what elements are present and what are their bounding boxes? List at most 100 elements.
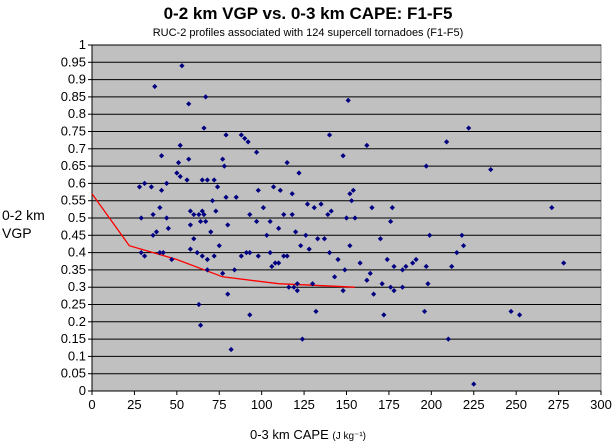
data-point bbox=[204, 256, 210, 263]
data-point bbox=[296, 170, 302, 176]
data-point bbox=[364, 142, 370, 148]
data-point bbox=[187, 222, 194, 228]
y-tick-label: 0 bbox=[79, 383, 86, 398]
data-point bbox=[150, 211, 156, 218]
data-point bbox=[291, 284, 297, 290]
data-point bbox=[454, 250, 460, 256]
data-point bbox=[138, 215, 144, 221]
data-point bbox=[423, 263, 429, 270]
data-point bbox=[318, 201, 324, 207]
data-point bbox=[388, 284, 394, 290]
data-point bbox=[281, 253, 287, 259]
data-point bbox=[157, 205, 163, 211]
data-point bbox=[225, 291, 231, 297]
data-point bbox=[243, 250, 249, 256]
x-axis-label-main: 0-3 km CAPE bbox=[250, 427, 329, 442]
x-tick-label: 100 bbox=[251, 397, 273, 412]
y-tick-label: 0.55 bbox=[61, 193, 86, 208]
data-point bbox=[204, 267, 210, 273]
data-point bbox=[269, 263, 275, 270]
y-tick-label: 0.2 bbox=[68, 314, 86, 329]
data-point bbox=[150, 232, 156, 238]
data-point bbox=[403, 263, 409, 270]
data-point bbox=[233, 194, 239, 200]
data-point bbox=[340, 288, 346, 294]
data-point bbox=[342, 267, 348, 273]
chart-title: 0-2 km VGP vs. 0-3 km CAPE: F1-F5 bbox=[163, 4, 453, 23]
data-point bbox=[328, 208, 334, 214]
data-point bbox=[164, 180, 170, 186]
y-tick-label: 0.7 bbox=[68, 141, 86, 156]
data-point bbox=[152, 83, 158, 90]
data-point bbox=[335, 256, 341, 263]
y-tick-label: 0.75 bbox=[61, 124, 86, 139]
data-point bbox=[255, 187, 261, 193]
data-point bbox=[194, 250, 200, 256]
data-point bbox=[413, 256, 419, 263]
x-tick-label: 300 bbox=[590, 397, 612, 412]
data-point bbox=[247, 312, 253, 318]
x-tick-label: 75 bbox=[212, 397, 226, 412]
data-point bbox=[158, 153, 165, 159]
data-point bbox=[304, 201, 311, 207]
data-point bbox=[423, 163, 429, 169]
data-point bbox=[445, 336, 451, 342]
data-point bbox=[298, 243, 304, 249]
data-point bbox=[371, 291, 377, 297]
y-tick-label: 0.85 bbox=[61, 89, 86, 104]
data-point bbox=[369, 205, 375, 211]
data-point bbox=[508, 308, 514, 315]
y-tick-label: 0.1 bbox=[68, 348, 86, 363]
data-point bbox=[348, 198, 355, 204]
data-point bbox=[153, 229, 160, 235]
data-point bbox=[389, 205, 395, 211]
data-point bbox=[160, 250, 166, 256]
y-tick-label: 0.9 bbox=[68, 72, 86, 87]
data-point bbox=[284, 160, 290, 166]
data-point bbox=[231, 267, 238, 273]
data-point bbox=[255, 253, 261, 259]
data-point bbox=[377, 236, 384, 242]
data-point bbox=[220, 270, 226, 276]
data-point bbox=[399, 267, 406, 273]
data-point bbox=[391, 288, 397, 294]
data-point bbox=[272, 260, 278, 266]
data-point bbox=[267, 218, 273, 225]
data-point bbox=[303, 232, 309, 238]
data-point bbox=[516, 312, 523, 318]
data-point bbox=[223, 194, 229, 200]
data-point bbox=[197, 218, 204, 225]
data-point bbox=[225, 222, 231, 228]
y-tick-label: 0.65 bbox=[61, 158, 86, 173]
y-tick-label: 0.45 bbox=[61, 227, 86, 242]
data-point bbox=[289, 191, 295, 197]
data-point bbox=[203, 218, 209, 225]
y-tick-label: 0.8 bbox=[68, 106, 86, 121]
data-point bbox=[299, 336, 305, 342]
data-point bbox=[201, 125, 207, 131]
data-point bbox=[267, 250, 273, 256]
data-point bbox=[321, 236, 328, 242]
data-point bbox=[388, 218, 394, 225]
y-tick-label: 0.5 bbox=[68, 210, 86, 225]
data-point bbox=[352, 215, 358, 221]
data-point bbox=[488, 166, 494, 173]
data-point bbox=[245, 139, 251, 145]
data-point bbox=[367, 270, 373, 276]
data-point bbox=[399, 284, 406, 290]
data-point bbox=[179, 63, 185, 69]
data-point bbox=[199, 253, 205, 259]
data-point bbox=[203, 94, 209, 100]
y-tick-label: 0.6 bbox=[68, 175, 86, 190]
data-point bbox=[177, 173, 183, 180]
data-point bbox=[253, 149, 260, 155]
data-point bbox=[326, 132, 333, 138]
y-tick-label: 0.95 bbox=[61, 54, 86, 69]
y-tick-label: 1 bbox=[79, 37, 86, 52]
data-point bbox=[214, 184, 221, 190]
data-point bbox=[177, 142, 183, 148]
data-point bbox=[208, 229, 214, 235]
y-tick-label: 0.3 bbox=[68, 279, 86, 294]
data-point bbox=[175, 160, 182, 166]
data-point bbox=[191, 211, 197, 218]
